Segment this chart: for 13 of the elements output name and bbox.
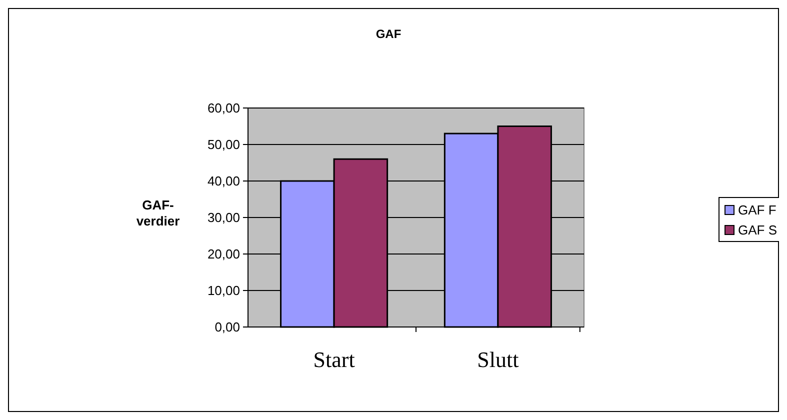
legend-label: GAF F (738, 202, 776, 218)
y-tick-label: 50,00 (207, 137, 240, 152)
y-tick-label: 10,00 (207, 283, 240, 298)
y-tick-label: 60,00 (207, 100, 240, 116)
y-axis-title: GAF-verdier (136, 198, 180, 228)
x-tick-label: Start (313, 347, 355, 372)
y-tick-label: 30,00 (207, 210, 240, 226)
y-tick-label: 0,00 (214, 320, 240, 335)
legend-label: GAF S (738, 222, 778, 238)
x-tick-label: Slutt (477, 347, 519, 372)
y-tick-label: 40,00 (207, 174, 240, 189)
y-tick-label: 20,00 (207, 246, 240, 262)
chart-title: GAF (376, 27, 402, 41)
